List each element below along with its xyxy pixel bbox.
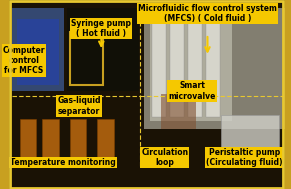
Bar <box>221 115 279 164</box>
Bar <box>188 23 202 117</box>
Bar <box>144 8 285 129</box>
Text: Smart
microvalve: Smart microvalve <box>168 81 216 101</box>
Text: Peristaltic pump
(Circulating fluid): Peristaltic pump (Circulating fluid) <box>207 148 283 167</box>
Bar <box>152 23 166 117</box>
Text: Syringe pump
( Hot fluid ): Syringe pump ( Hot fluid ) <box>71 19 131 38</box>
Text: Computer
control
for MFCS: Computer control for MFCS <box>3 46 45 75</box>
Bar <box>70 119 86 161</box>
Bar <box>170 23 184 117</box>
Text: Gas-liquid
separator: Gas-liquid separator <box>58 96 101 116</box>
Text: Microfluidic flow control system
(MFCS) ( Cold fluid ): Microfluidic flow control system (MFCS) … <box>138 4 277 23</box>
Bar <box>97 119 114 161</box>
Bar <box>67 8 139 91</box>
Bar <box>12 8 64 91</box>
Bar <box>70 32 103 85</box>
Bar <box>20 119 36 161</box>
Bar <box>42 119 58 161</box>
Text: Temperature monitoring: Temperature monitoring <box>10 158 116 167</box>
Bar <box>161 94 196 129</box>
Text: Circulation
loop: Circulation loop <box>141 148 188 167</box>
Bar <box>150 17 232 121</box>
Bar <box>17 19 58 85</box>
Bar <box>206 23 220 117</box>
